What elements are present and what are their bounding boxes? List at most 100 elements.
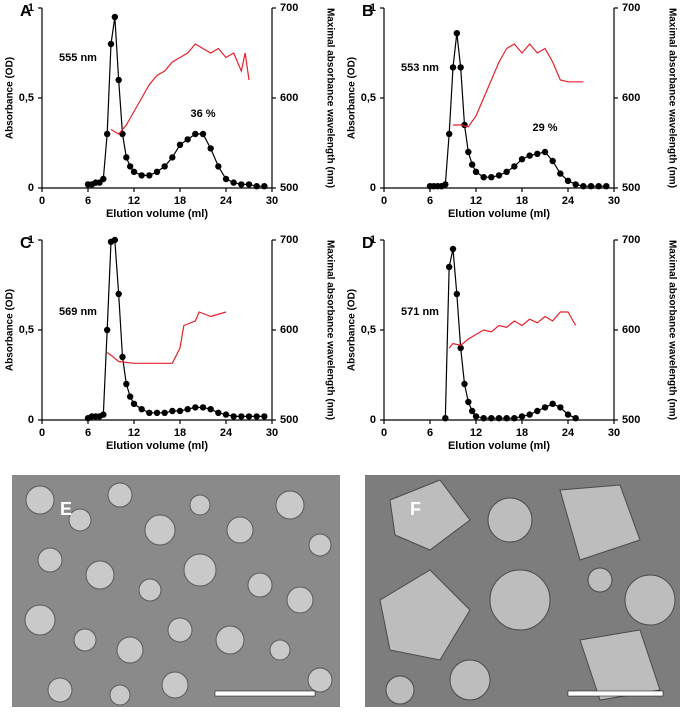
y-tick-label: 1 <box>370 2 376 14</box>
scale-bar <box>214 690 316 697</box>
series-line <box>453 43 584 128</box>
data-point <box>245 413 253 420</box>
data-point <box>595 183 602 190</box>
data-point <box>123 154 130 161</box>
data-point <box>518 413 526 420</box>
y2-tick-label: 600 <box>280 92 298 104</box>
x-tick-label: 12 <box>128 427 140 439</box>
series-line <box>110 43 250 135</box>
series-line <box>87 239 265 419</box>
x-tick-label: 24 <box>220 195 233 207</box>
x-axis-label: Elution volume (ml) <box>106 208 208 220</box>
x-tick-label: 6 <box>85 427 91 439</box>
data-point <box>169 407 176 415</box>
data-point <box>572 415 579 422</box>
data-point <box>199 404 207 411</box>
data-point <box>169 154 176 161</box>
y2-tick-label: 500 <box>280 414 298 426</box>
data-point <box>176 407 184 415</box>
data-point <box>126 393 134 400</box>
data-point <box>115 76 122 84</box>
data-point <box>184 136 191 143</box>
data-point <box>503 168 510 175</box>
y-tick-label: 0,5 <box>19 324 34 336</box>
data-point <box>192 130 199 138</box>
data-point <box>207 406 214 413</box>
x-tick-label: 6 <box>85 195 91 207</box>
y2-axis-label: Maximal absorbance wavelength (nm) <box>666 240 677 420</box>
data-point <box>111 236 119 244</box>
data-point <box>457 64 464 71</box>
x-tick-label: 30 <box>266 195 278 207</box>
y-axis-label: Absorbance (OD) <box>347 57 358 139</box>
data-point <box>495 415 503 422</box>
data-point <box>215 409 222 416</box>
data-point <box>230 413 237 420</box>
y2-axis-label: Maximal absorbance wavelength (nm) <box>324 240 335 420</box>
x-tick-label: 0 <box>39 427 45 439</box>
data-point <box>549 157 556 165</box>
x-tick-label: 0 <box>39 195 45 207</box>
annotation: 555 nm <box>59 52 97 64</box>
y-tick-label: 0,5 <box>19 92 34 104</box>
data-point <box>564 177 572 184</box>
x-tick-label: 6 <box>427 195 433 207</box>
x-tick-label: 24 <box>562 195 575 207</box>
x-tick-label: 30 <box>608 195 620 207</box>
data-point <box>480 415 487 422</box>
data-point <box>511 163 518 170</box>
data-point <box>261 183 268 190</box>
particles <box>379 479 676 705</box>
chart-panel: 0 6 12 18 24 30 0 0,5 1 500 600 700 Elution volume (… <box>5 234 336 452</box>
data-point <box>541 148 549 156</box>
data-point <box>534 407 541 415</box>
y2-tick-label: 600 <box>622 92 640 104</box>
data-point <box>161 409 168 416</box>
data-point <box>572 181 579 188</box>
series-line <box>444 248 576 419</box>
data-point <box>449 64 457 71</box>
x-tick-label: 24 <box>562 427 575 439</box>
y2-tick-label: 700 <box>280 234 298 246</box>
data-point <box>146 172 153 179</box>
data-point <box>511 415 518 422</box>
y2-axis-label: Maximal absorbance wavelength (nm) <box>324 8 335 188</box>
data-point <box>453 290 461 298</box>
y-axis-label: Absorbance (OD) <box>5 289 16 371</box>
data-point <box>245 181 253 188</box>
y-tick-label: 0,5 <box>361 92 376 104</box>
y-tick-label: 1 <box>28 2 34 14</box>
x-tick-label: 18 <box>516 195 528 207</box>
panel-label: D <box>362 235 374 252</box>
data-point <box>103 326 111 334</box>
data-point <box>119 130 126 138</box>
x-axis-label: Elution volume (ml) <box>106 440 208 452</box>
y2-tick-label: 700 <box>622 2 640 14</box>
data-point <box>526 411 533 418</box>
panel-label: A <box>20 3 32 20</box>
chart-panel: 0 6 12 18 24 30 0 0,5 1 500 600 700 Elution volume (… <box>347 234 678 452</box>
data-point <box>564 411 572 418</box>
data-point <box>453 30 461 37</box>
x-tick-label: 12 <box>470 195 482 207</box>
data-point <box>161 163 168 170</box>
x-tick-label: 0 <box>381 427 387 439</box>
data-point <box>100 411 107 418</box>
data-point <box>123 380 130 388</box>
data-point <box>100 175 107 183</box>
y2-tick-label: 500 <box>622 182 640 194</box>
data-point <box>442 415 449 422</box>
data-point <box>549 400 556 407</box>
data-point <box>518 156 526 163</box>
x-tick-label: 0 <box>381 195 387 207</box>
data-point <box>465 398 472 406</box>
series-line <box>88 16 265 187</box>
x-axis-label: Elution volume (ml) <box>448 440 550 452</box>
data-point <box>238 413 245 420</box>
x-tick-label: 18 <box>174 195 186 207</box>
data-point <box>126 163 134 170</box>
data-point <box>603 183 610 190</box>
annotation: 36 % <box>190 108 215 120</box>
y-axis-label: Absorbance (OD) <box>347 289 358 371</box>
